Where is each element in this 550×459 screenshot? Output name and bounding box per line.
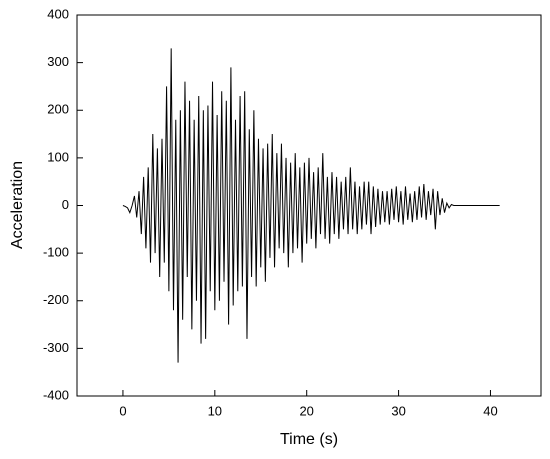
x-tick-label: 20: [299, 403, 313, 418]
y-tick-label: 0: [62, 197, 69, 212]
y-tick-label: -400: [43, 387, 69, 402]
signal-line: [122, 48, 500, 363]
y-tick-label: 100: [47, 149, 69, 164]
x-tick-label: 10: [208, 403, 222, 418]
y-tick-label: 400: [47, 6, 69, 21]
x-axis-title: Time (s): [280, 431, 338, 448]
y-axis-title: Acceleration: [9, 161, 26, 249]
y-tick-label: -100: [43, 245, 69, 260]
y-tick-label: -200: [43, 292, 69, 307]
y-tick-label: -300: [43, 340, 69, 355]
x-tick-label: 30: [391, 403, 405, 418]
y-tick-label: 200: [47, 102, 69, 117]
y-tick-label: 300: [47, 54, 69, 69]
x-tick-label: 40: [483, 403, 497, 418]
x-tick-label: 0: [119, 403, 126, 418]
